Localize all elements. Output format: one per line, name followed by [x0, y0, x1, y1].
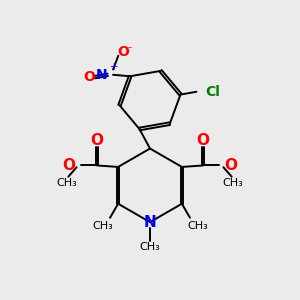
Text: O: O	[225, 158, 238, 173]
Text: CH₃: CH₃	[92, 221, 113, 231]
Text: O: O	[83, 70, 95, 84]
Text: CH₃: CH₃	[56, 178, 77, 188]
Text: N: N	[144, 214, 156, 230]
Text: -: -	[128, 42, 131, 52]
Text: O: O	[90, 133, 104, 148]
Text: Cl: Cl	[205, 85, 220, 99]
Text: N: N	[96, 68, 108, 82]
Text: +: +	[110, 61, 119, 71]
Text: O: O	[62, 158, 75, 173]
Text: O: O	[196, 133, 210, 148]
Text: O: O	[117, 45, 129, 59]
Text: CH₃: CH₃	[187, 221, 208, 231]
Text: CH₃: CH₃	[140, 242, 160, 252]
Text: CH₃: CH₃	[223, 178, 244, 188]
